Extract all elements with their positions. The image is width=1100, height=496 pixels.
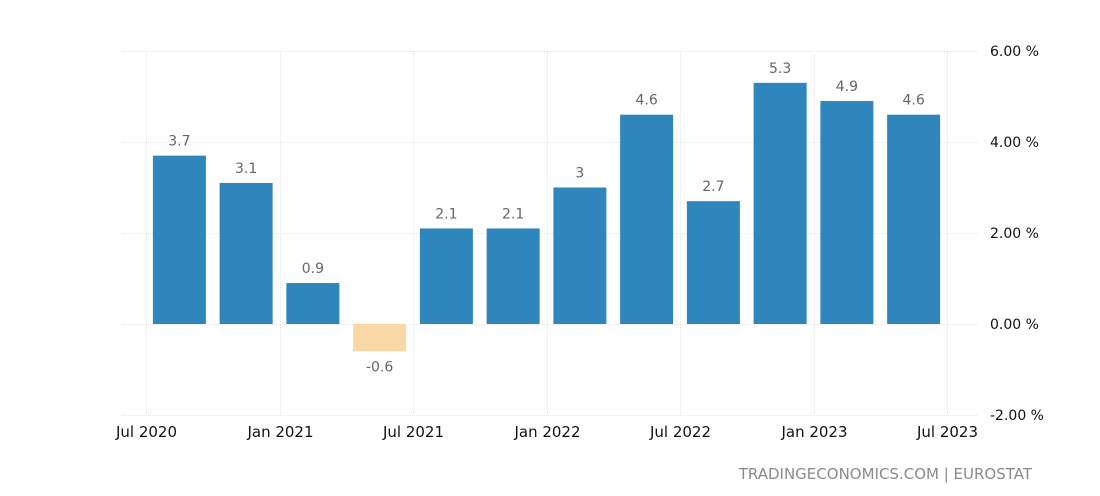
y-tick-label: 4.00 % xyxy=(990,135,1039,151)
bar-value-label: 4.6 xyxy=(635,93,657,109)
bar xyxy=(486,228,540,324)
x-tick-label: Jul 2020 xyxy=(115,423,177,441)
x-tick-label: Jul 2022 xyxy=(649,423,711,441)
x-tick-label: Jul 2023 xyxy=(916,423,978,441)
y-tick-label: 2.00 % xyxy=(990,226,1039,242)
y-axis: 6.00 % 4.00 % 2.00 % 0.00 % -2.00 % xyxy=(990,44,1044,424)
bar-value-label: 4.9 xyxy=(836,79,858,95)
bars xyxy=(152,82,941,352)
bar-value-label: 2.1 xyxy=(502,206,524,222)
bar-value-label: 3 xyxy=(575,166,584,182)
x-tick-label: Jan 2023 xyxy=(780,423,847,441)
data-labels: 3.7 3.1 0.9 -0.6 2.1 2.1 3 4.6 2.7 5.3 4.9 4.6 xyxy=(168,61,925,375)
bar-value-label: -0.6 xyxy=(366,359,393,375)
bar-value-label: 2.1 xyxy=(435,206,457,222)
x-tick-label: Jan 2021 xyxy=(246,423,313,441)
bar xyxy=(152,155,206,324)
bar xyxy=(620,114,674,324)
bar xyxy=(419,228,473,324)
x-axis: Jul 2020 Jan 2021 Jul 2021 Jan 2022 Jul 2022… xyxy=(115,423,978,441)
bar-value-label: 3.1 xyxy=(235,161,257,177)
grid xyxy=(122,51,978,416)
source-label: TRADINGECONOMICS.COM | EUROSTAT xyxy=(738,465,1033,483)
bar-value-label: 5.3 xyxy=(769,61,791,77)
bar xyxy=(353,324,407,352)
bar xyxy=(820,101,874,324)
bar xyxy=(219,182,273,324)
bar xyxy=(686,201,740,324)
bar-value-label: 3.7 xyxy=(168,134,190,150)
bar xyxy=(887,114,941,324)
y-tick-label: 0.00 % xyxy=(990,317,1039,333)
y-tick-label: -2.00 % xyxy=(990,408,1044,424)
bar-value-label: 4.6 xyxy=(902,93,924,109)
y-tick-label: 6.00 % xyxy=(990,44,1039,60)
bar xyxy=(753,82,807,324)
bar-value-label: 2.7 xyxy=(702,179,724,195)
bar-value-label: 0.9 xyxy=(302,261,324,277)
x-tick-label: Jul 2021 xyxy=(382,423,444,441)
bar xyxy=(553,187,607,324)
bar xyxy=(286,283,340,324)
x-tick-label: Jan 2022 xyxy=(513,423,580,441)
